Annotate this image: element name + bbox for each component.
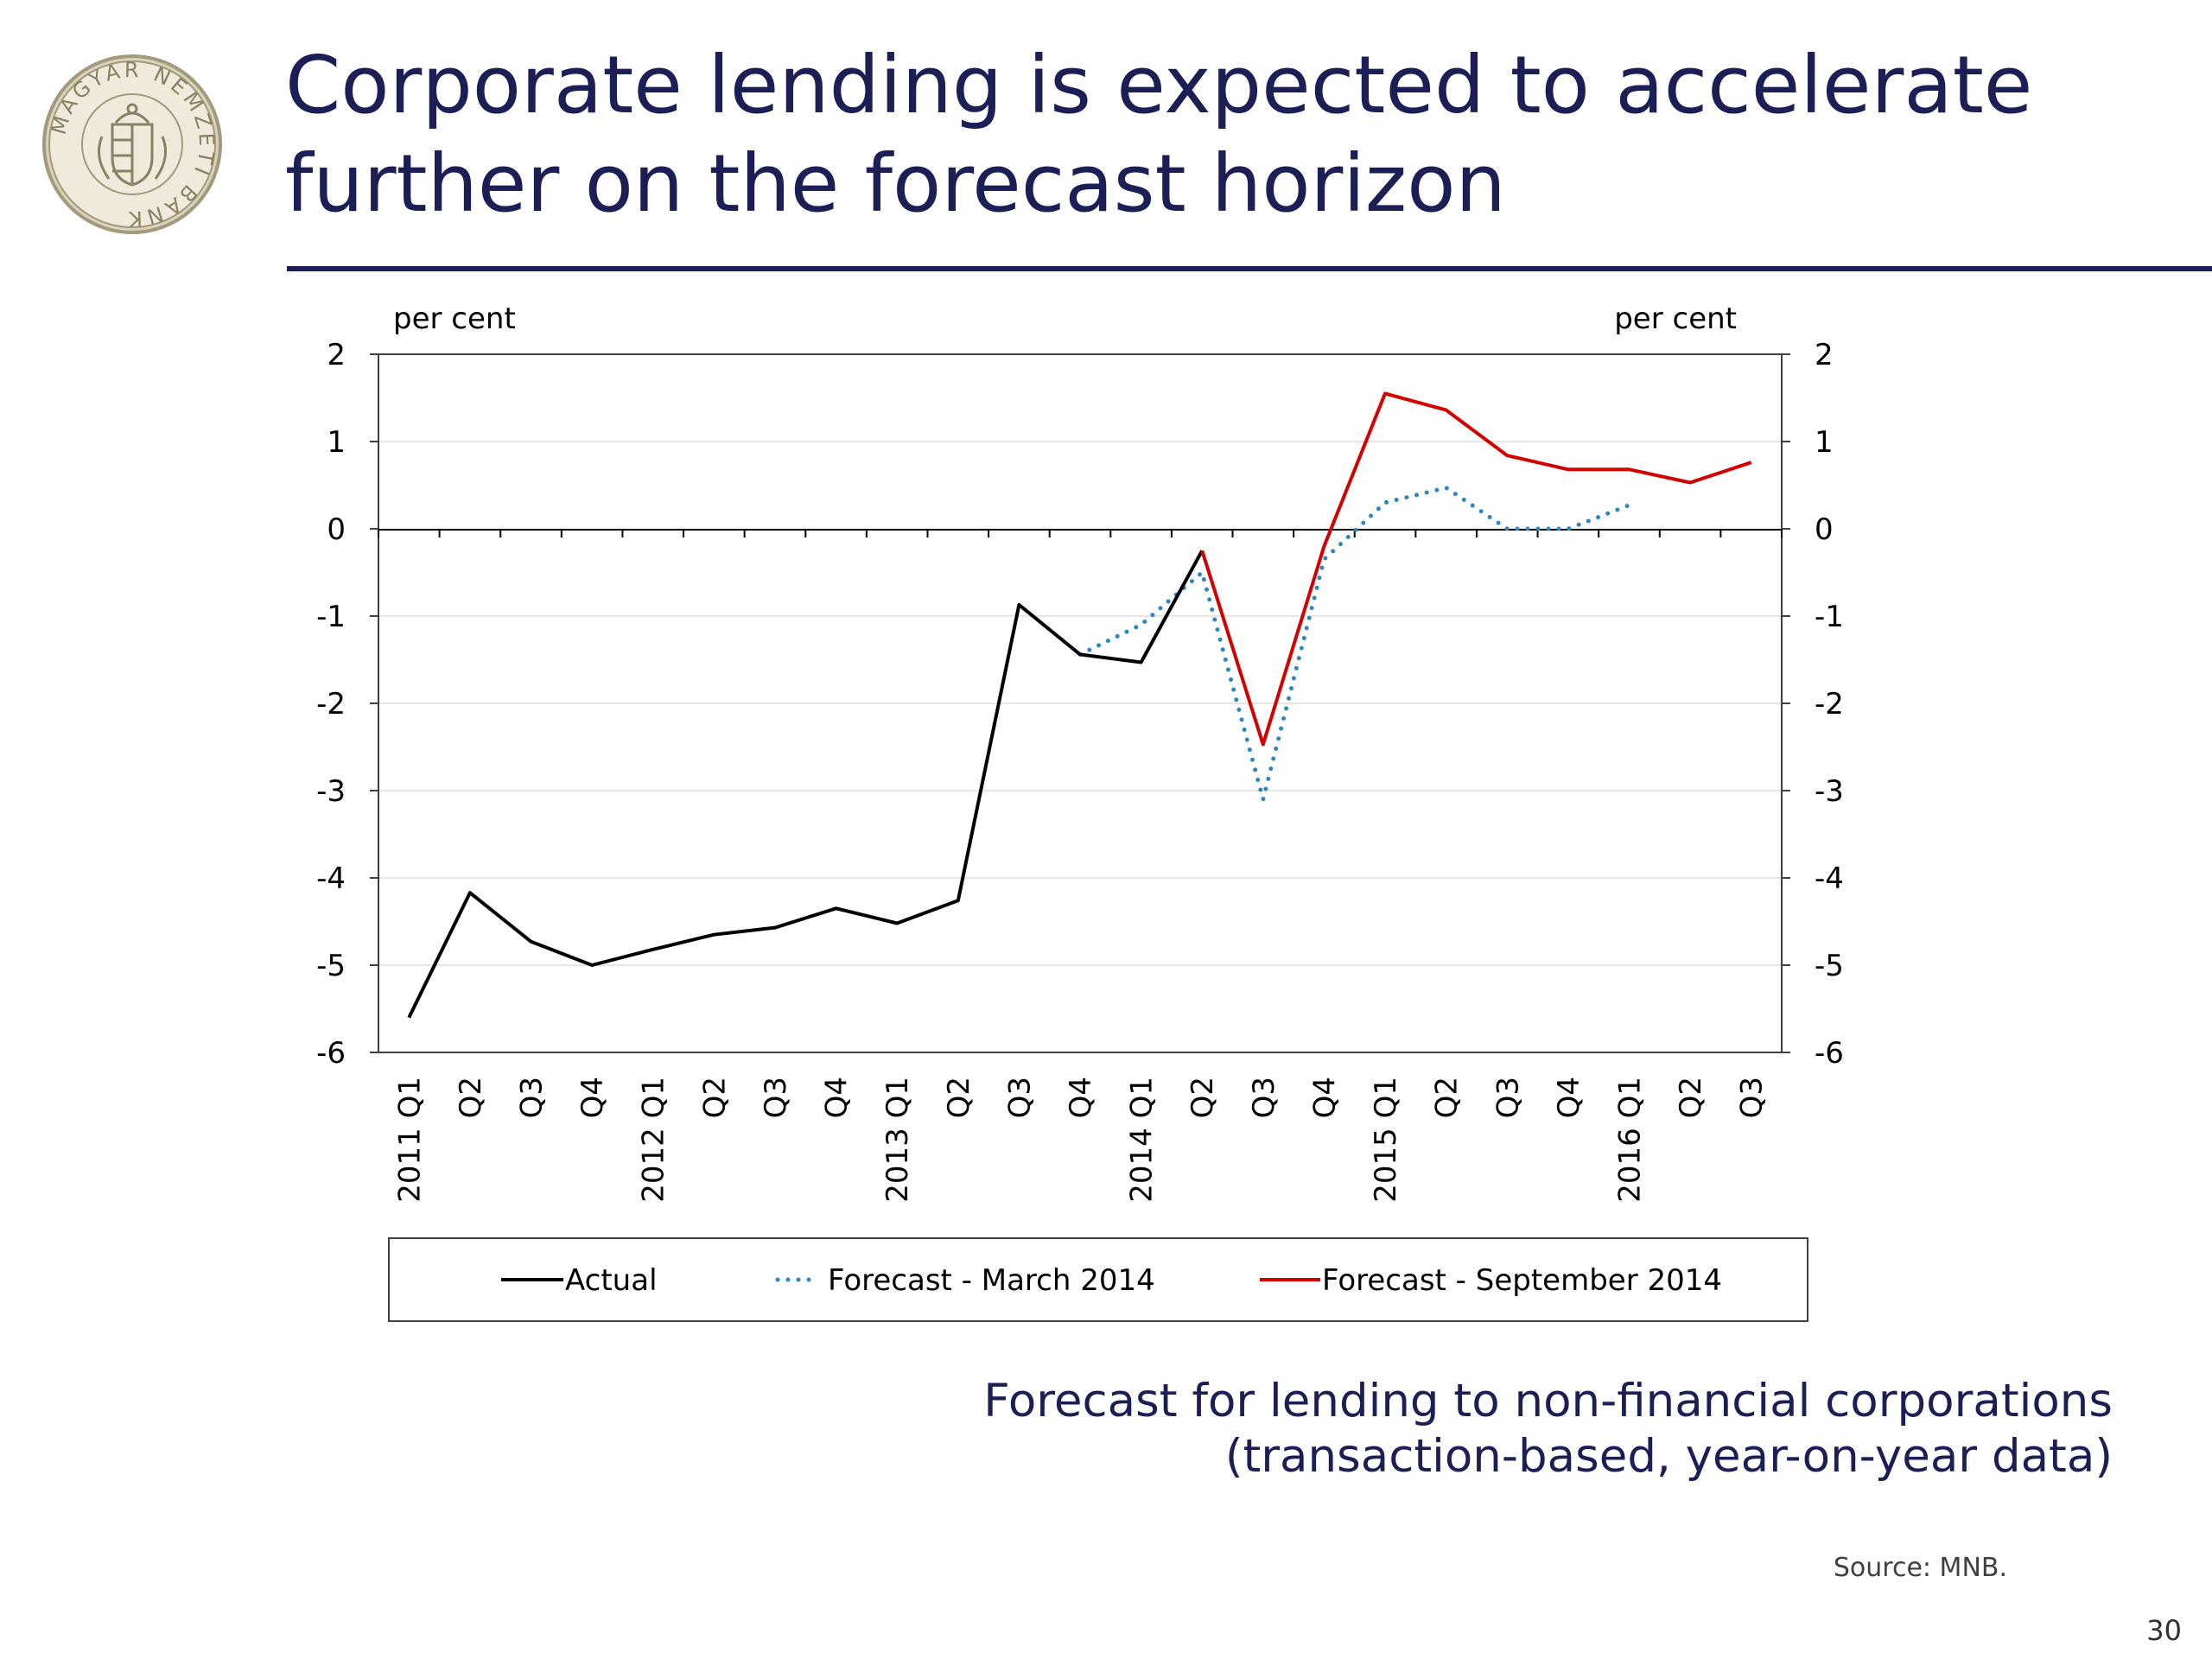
y-tick-label-right: -4 [1815, 861, 1844, 896]
x-tick-label: Q3 [515, 1077, 550, 1118]
chart-legend: Actual Forecast - March 2014 Forecast - … [388, 1237, 1808, 1322]
x-tick-label: 2012 Q1 [637, 1077, 671, 1203]
caption-line-2: (transaction-based, year-on-year data) [1224, 1430, 2113, 1483]
y-tick-label-right: 0 [1815, 512, 1834, 547]
x-tick-label: Q4 [1552, 1077, 1586, 1118]
x-tick-label: Q4 [1307, 1077, 1342, 1118]
series-line-actual [407, 550, 1204, 1019]
x-tick-label: Q2 [1674, 1077, 1708, 1118]
coat-of-arms-icon [97, 103, 168, 187]
y-tick-label-left: 0 [327, 512, 346, 547]
x-tick-label: Q3 [1002, 1077, 1037, 1118]
x-tick-label: 2013 Q1 [880, 1077, 915, 1203]
x-tick-label: Q4 [820, 1077, 855, 1118]
legend-label-forecast-march-2014: Forecast - March 2014 [828, 1263, 1155, 1298]
x-tick-label: Q2 [454, 1077, 488, 1118]
x-tick-label: Q3 [1735, 1077, 1770, 1118]
chart-gridlines [378, 441, 1782, 966]
y-tick-label-right: -5 [1815, 949, 1844, 983]
y-tick-label-right: 2 [1815, 338, 1834, 372]
y-tick-label-left: -1 [316, 600, 346, 634]
y-tick-label-right: -3 [1815, 774, 1844, 809]
y-tick-label-left: -2 [316, 687, 346, 721]
y-tick-label-left: 2 [327, 338, 346, 372]
y-tick-label-left: -4 [316, 861, 346, 896]
series-layer [407, 391, 1752, 1019]
x-tick-label: Q3 [1247, 1077, 1281, 1118]
x-tick-label: Q3 [759, 1077, 793, 1118]
legend-item-forecast-september-2014: Forecast - September 2014 [1260, 1263, 1722, 1298]
series-line-forecast-march-2014 [1077, 486, 1631, 802]
x-tick-label: Q4 [575, 1077, 610, 1118]
y-axis-left: 2 1 0 -1 -2 -3 -4 -5 -6 [316, 338, 378, 1071]
x-tick-label: Q2 [942, 1077, 976, 1118]
x-tick-label: Q4 [1064, 1077, 1098, 1118]
page-number: 30 [2146, 1614, 2182, 1647]
legend-label-actual: Actual [565, 1263, 658, 1298]
x-tick-label: Q2 [1185, 1077, 1220, 1118]
source-note: Source: MNB. [1833, 1553, 2007, 1583]
y-axis-right: 2 1 0 -1 -2 -3 -4 -5 -6 [1782, 338, 1844, 1071]
legend-item-actual: Actual [501, 1263, 658, 1298]
y-tick-label-right: 1 [1815, 425, 1834, 460]
legend-box [388, 1237, 1808, 1322]
x-tick-label: 2011 Q1 [392, 1077, 427, 1203]
x-tick-label: Q3 [1491, 1077, 1525, 1118]
chart-caption: Forecast for lending to non-financial co… [950, 1374, 2113, 1484]
x-tick-label: Q2 [1430, 1077, 1465, 1118]
y-tick-label-left: -5 [316, 949, 346, 983]
x-tick-label: 2016 Q1 [1612, 1077, 1647, 1203]
x-tick-label: 2014 Q1 [1125, 1077, 1160, 1203]
y-tick-label-left: 1 [327, 425, 346, 460]
slide-title: Corporate lending is expected to acceler… [285, 39, 2033, 230]
y-tick-label-right: -1 [1815, 600, 1844, 634]
mnb-logo: MAGYAR NEMZETI BANK [42, 54, 222, 234]
caption-line-1: Forecast for lending to non-financial co… [983, 1375, 2113, 1427]
x-axis-labels: 2011 Q1 Q2 Q3 Q4 2012 Q1 Q2 Q3 Q4 2013 Q1 Q2 Q3 Q4 2… [392, 1077, 1769, 1203]
legend-label-forecast-september-2014: Forecast - September 2014 [1322, 1263, 1722, 1298]
x-tick-label: Q2 [697, 1077, 732, 1118]
title-divider [287, 266, 2212, 271]
y-tick-label-right: -6 [1815, 1036, 1844, 1071]
series-line-forecast-september-2014 [1200, 391, 1752, 747]
y-axis-title-right: per cent [1614, 302, 1737, 336]
y-tick-label-left: -6 [316, 1036, 346, 1071]
legend-item-forecast-march-2014: Forecast - March 2014 [775, 1263, 1155, 1298]
y-axis-title-left: per cent [393, 302, 516, 336]
y-tick-label-right: -2 [1815, 687, 1844, 721]
x-tick-label: 2015 Q1 [1369, 1077, 1403, 1203]
y-tick-label-left: -3 [316, 774, 346, 809]
